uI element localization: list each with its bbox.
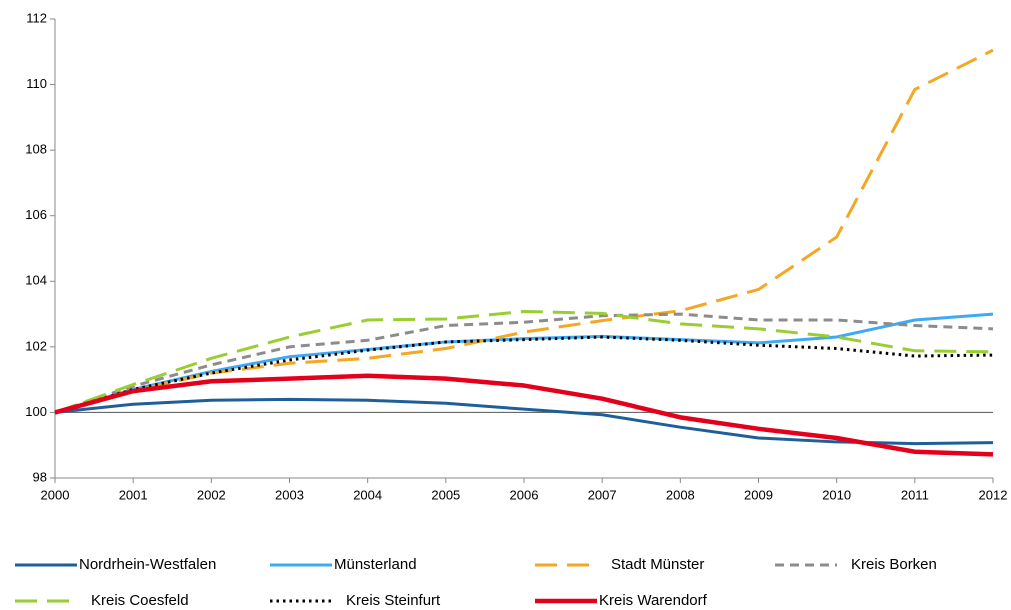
x-tick-label: 2005 [431, 487, 460, 502]
y-tick-label: 112 [26, 10, 47, 25]
legend-label: Kreis Warendorf [599, 592, 708, 609]
x-tick-label: 2003 [275, 487, 304, 502]
x-tick-label: 2001 [119, 487, 148, 502]
legend-label: Kreis Coesfeld [91, 592, 189, 609]
series-line [54, 373, 994, 457]
series-line [54, 335, 994, 414]
legend-label: Kreis Borken [851, 556, 937, 573]
legend-label: Stadt Münster [611, 556, 704, 573]
x-tick-label: 2007 [588, 487, 617, 502]
y-tick-label: 106 [25, 207, 47, 222]
x-tick-label: 2002 [197, 487, 226, 502]
y-tick-label: 110 [26, 76, 47, 91]
x-tick-label: 2008 [666, 487, 695, 502]
y-tick-label: 102 [25, 338, 47, 353]
x-tick-label: 2009 [744, 487, 773, 502]
series-line [54, 397, 994, 446]
x-tick-label: 2004 [353, 487, 382, 502]
series-line [54, 48, 994, 414]
x-tick-label: 2006 [510, 487, 539, 502]
x-tick-label: 2000 [41, 487, 70, 502]
x-tick-label: 2010 [822, 487, 851, 502]
series-line [54, 309, 994, 414]
y-tick-label: 98 [33, 469, 47, 484]
x-tick-label: 2011 [901, 487, 929, 502]
y-tick-label: 108 [25, 142, 47, 157]
legend-label: Nordrhein-Westfalen [79, 556, 216, 573]
y-tick-label: 100 [25, 404, 47, 419]
legend-label: Münsterland [334, 556, 417, 573]
legend-label: Kreis Steinfurt [346, 592, 441, 609]
y-tick-label: 104 [25, 273, 47, 288]
x-tick-label: 2012 [979, 487, 1008, 502]
